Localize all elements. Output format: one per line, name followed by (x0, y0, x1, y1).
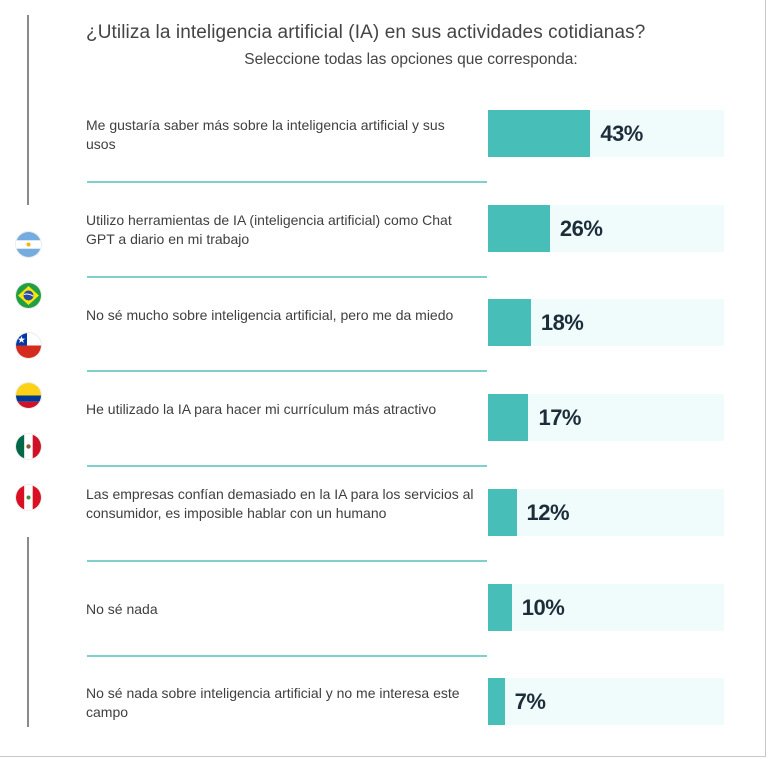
chile-flag-icon (16, 333, 41, 358)
category-label: Las empresas confían demasiado en la IA … (86, 486, 474, 521)
bar (488, 584, 512, 631)
value-label: 7% (514, 689, 546, 714)
decorative-vertical-line-bottom (27, 537, 29, 727)
bar (488, 299, 531, 346)
bar (488, 205, 550, 252)
value-label: 43% (600, 121, 643, 146)
category-label: No sé mucho sobre inteligencia artificia… (86, 307, 454, 323)
category-label: No sé nada (86, 601, 158, 617)
value-label: 18% (540, 310, 584, 335)
category-label: No sé nada sobre inteligencia artificial… (86, 685, 460, 720)
category-label: He utilizado la IA para hacer mi currícu… (86, 401, 437, 417)
value-label: 10% (521, 595, 565, 620)
peru-flag-icon (16, 485, 41, 510)
category-label: Me gustaría saber más sobre la inteligen… (86, 117, 445, 152)
argentina-flag-icon (16, 232, 41, 257)
mexico-flag-icon (16, 434, 41, 459)
colombia-flag-icon (16, 383, 41, 408)
bar (488, 110, 591, 157)
bar (488, 678, 505, 725)
category-label: Utilizo herramientas de IA (inteligencia… (86, 212, 452, 247)
bar-track: 18% (488, 299, 724, 346)
value-label: 26% (559, 216, 603, 241)
bar-track: 12% (488, 489, 724, 536)
row-separator (87, 181, 487, 183)
row-separator (87, 276, 487, 278)
chart-subtitle: Seleccione todas las opciones que corres… (244, 51, 578, 68)
row-separator (87, 370, 487, 372)
bar-track: 43% (488, 110, 724, 157)
bar-track: 26% (488, 205, 724, 252)
value-label: 12% (526, 500, 570, 525)
row-separator (87, 465, 487, 467)
row-separator (87, 560, 487, 562)
value-label: 17% (538, 405, 581, 430)
bar-track: 17% (488, 394, 724, 441)
row-separator (87, 655, 487, 657)
bar (488, 489, 517, 536)
bar-track: 10% (488, 584, 724, 631)
bar-track: 7% (488, 678, 724, 725)
brazil-flag-icon (16, 283, 41, 308)
decorative-vertical-line-top (27, 15, 29, 205)
chart-title: ¿Utiliza la inteligencia artificial (IA)… (86, 22, 646, 43)
bar (488, 394, 529, 441)
